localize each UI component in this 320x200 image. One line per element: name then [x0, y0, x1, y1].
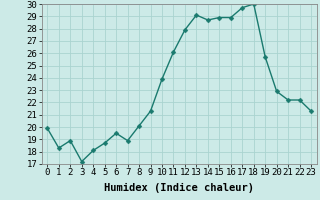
X-axis label: Humidex (Indice chaleur): Humidex (Indice chaleur) [104, 183, 254, 193]
